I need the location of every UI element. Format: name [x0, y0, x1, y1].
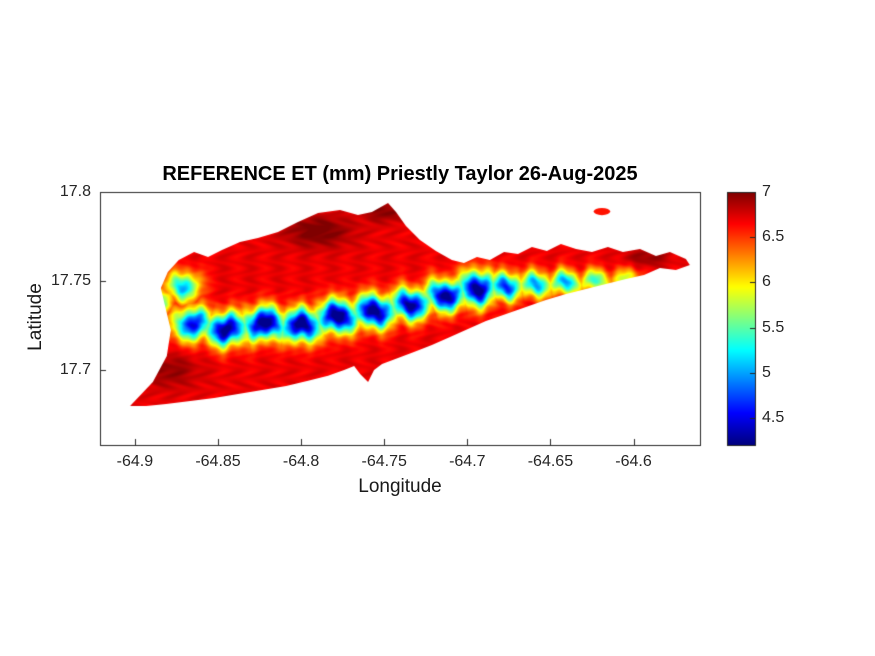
x-tick-label: -64.65	[527, 453, 574, 470]
x-tick-label: -64.6	[615, 453, 652, 470]
x-tick-label: -64.85	[195, 453, 241, 470]
colorbar-tick-label: 5.5	[762, 318, 785, 336]
colorbar-tick-label: 6	[762, 273, 771, 291]
y-tick-label: 17.8	[59, 183, 91, 200]
colorbar-tick-label: 4.5	[762, 408, 785, 426]
colorbar-tick-label: 5	[762, 363, 771, 381]
x-axis-label: Longitude	[358, 476, 442, 497]
y-tick-label: 17.75	[50, 272, 91, 290]
x-tick-label: -64.75	[361, 453, 407, 470]
chart-title: REFERENCE ET (mm) Priestly Taylor 26-Aug…	[162, 163, 638, 185]
x-tick-label: -64.8	[282, 453, 320, 470]
y-tick-label: 17.7	[59, 361, 91, 379]
x-tick-label: -64.9	[116, 453, 154, 470]
x-tick-label: -64.7	[449, 453, 486, 470]
colorbar-tick-label: 7	[762, 183, 771, 200]
colorbar-tick-label: 6.5	[762, 228, 785, 246]
